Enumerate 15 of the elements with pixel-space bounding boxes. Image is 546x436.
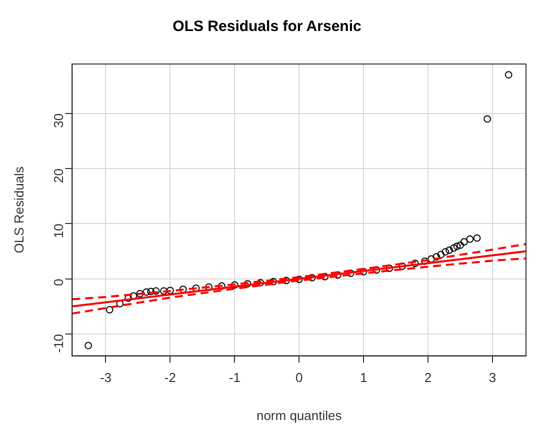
y-tick-label: 20 [50, 168, 66, 184]
y-tick-label: 30 [50, 113, 66, 128]
x-tick-label: 2 [424, 370, 432, 386]
x-tick-label: 3 [488, 370, 496, 386]
x-tick-label: -3 [100, 370, 112, 386]
x-tick-label: 0 [295, 370, 303, 386]
x-tick-label: 1 [360, 370, 368, 386]
y-tick-label: -10 [50, 334, 66, 353]
y-axis-title: OLS Residuals [11, 166, 26, 254]
y-tick-label: 10 [50, 224, 66, 238]
chart-title: OLS Residuals for Arsenic [172, 18, 362, 36]
x-axis-title: norm quantiles [256, 408, 342, 423]
x-tick-label: -1 [228, 370, 240, 386]
x-tick-label: -2 [164, 370, 176, 386]
y-tick-label: 0 [50, 278, 66, 286]
